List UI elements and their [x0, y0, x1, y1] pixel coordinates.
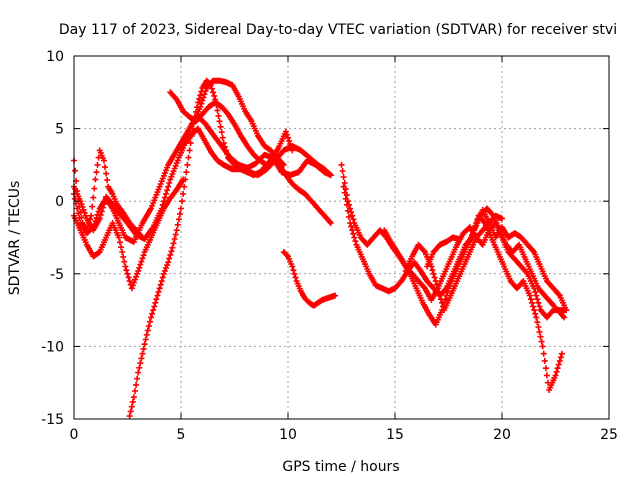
- series-markers: [280, 249, 339, 309]
- series-markers: [424, 234, 463, 270]
- x-tick-label: 0: [70, 427, 79, 443]
- series-day-6: [167, 89, 296, 168]
- series-day-5: [126, 77, 334, 420]
- series-markers: [167, 89, 296, 168]
- y-tick-label: 10: [46, 49, 64, 65]
- y-tick-label: -15: [41, 412, 64, 428]
- y-tick-label: 5: [55, 122, 64, 138]
- series-markers: [402, 212, 505, 314]
- data-series: [71, 77, 570, 420]
- y-axis-label: SDTVAR / TECUs: [7, 181, 23, 296]
- plot-frame: [73, 55, 610, 420]
- series-day-8: [280, 249, 339, 309]
- x-tick-label: 20: [493, 427, 511, 443]
- x-axis-label: GPS time / hours: [282, 459, 399, 475]
- x-tick-label: 15: [386, 427, 404, 443]
- y-tick-label: -10: [41, 339, 64, 355]
- y-tick-label: 0: [55, 194, 64, 210]
- x-tick-label: 5: [177, 427, 186, 443]
- y-tick-label: -5: [50, 267, 64, 283]
- x-tick-label: 25: [600, 427, 618, 443]
- series-markers: [178, 77, 287, 168]
- series-day-12: [402, 212, 505, 314]
- series-markers: [466, 206, 570, 314]
- series-markers: [126, 77, 334, 420]
- series-day-13: [424, 234, 463, 270]
- x-tick-label: 10: [279, 427, 297, 443]
- series-day-7: [178, 77, 287, 168]
- chart-title: Day 117 of 2023, Sidereal Day-to-day VTE…: [59, 22, 617, 38]
- axis-ticks: 0 5 10 15 20 25 -15 -10 -5 0 5 10: [41, 49, 618, 443]
- series-day-14: [466, 206, 570, 314]
